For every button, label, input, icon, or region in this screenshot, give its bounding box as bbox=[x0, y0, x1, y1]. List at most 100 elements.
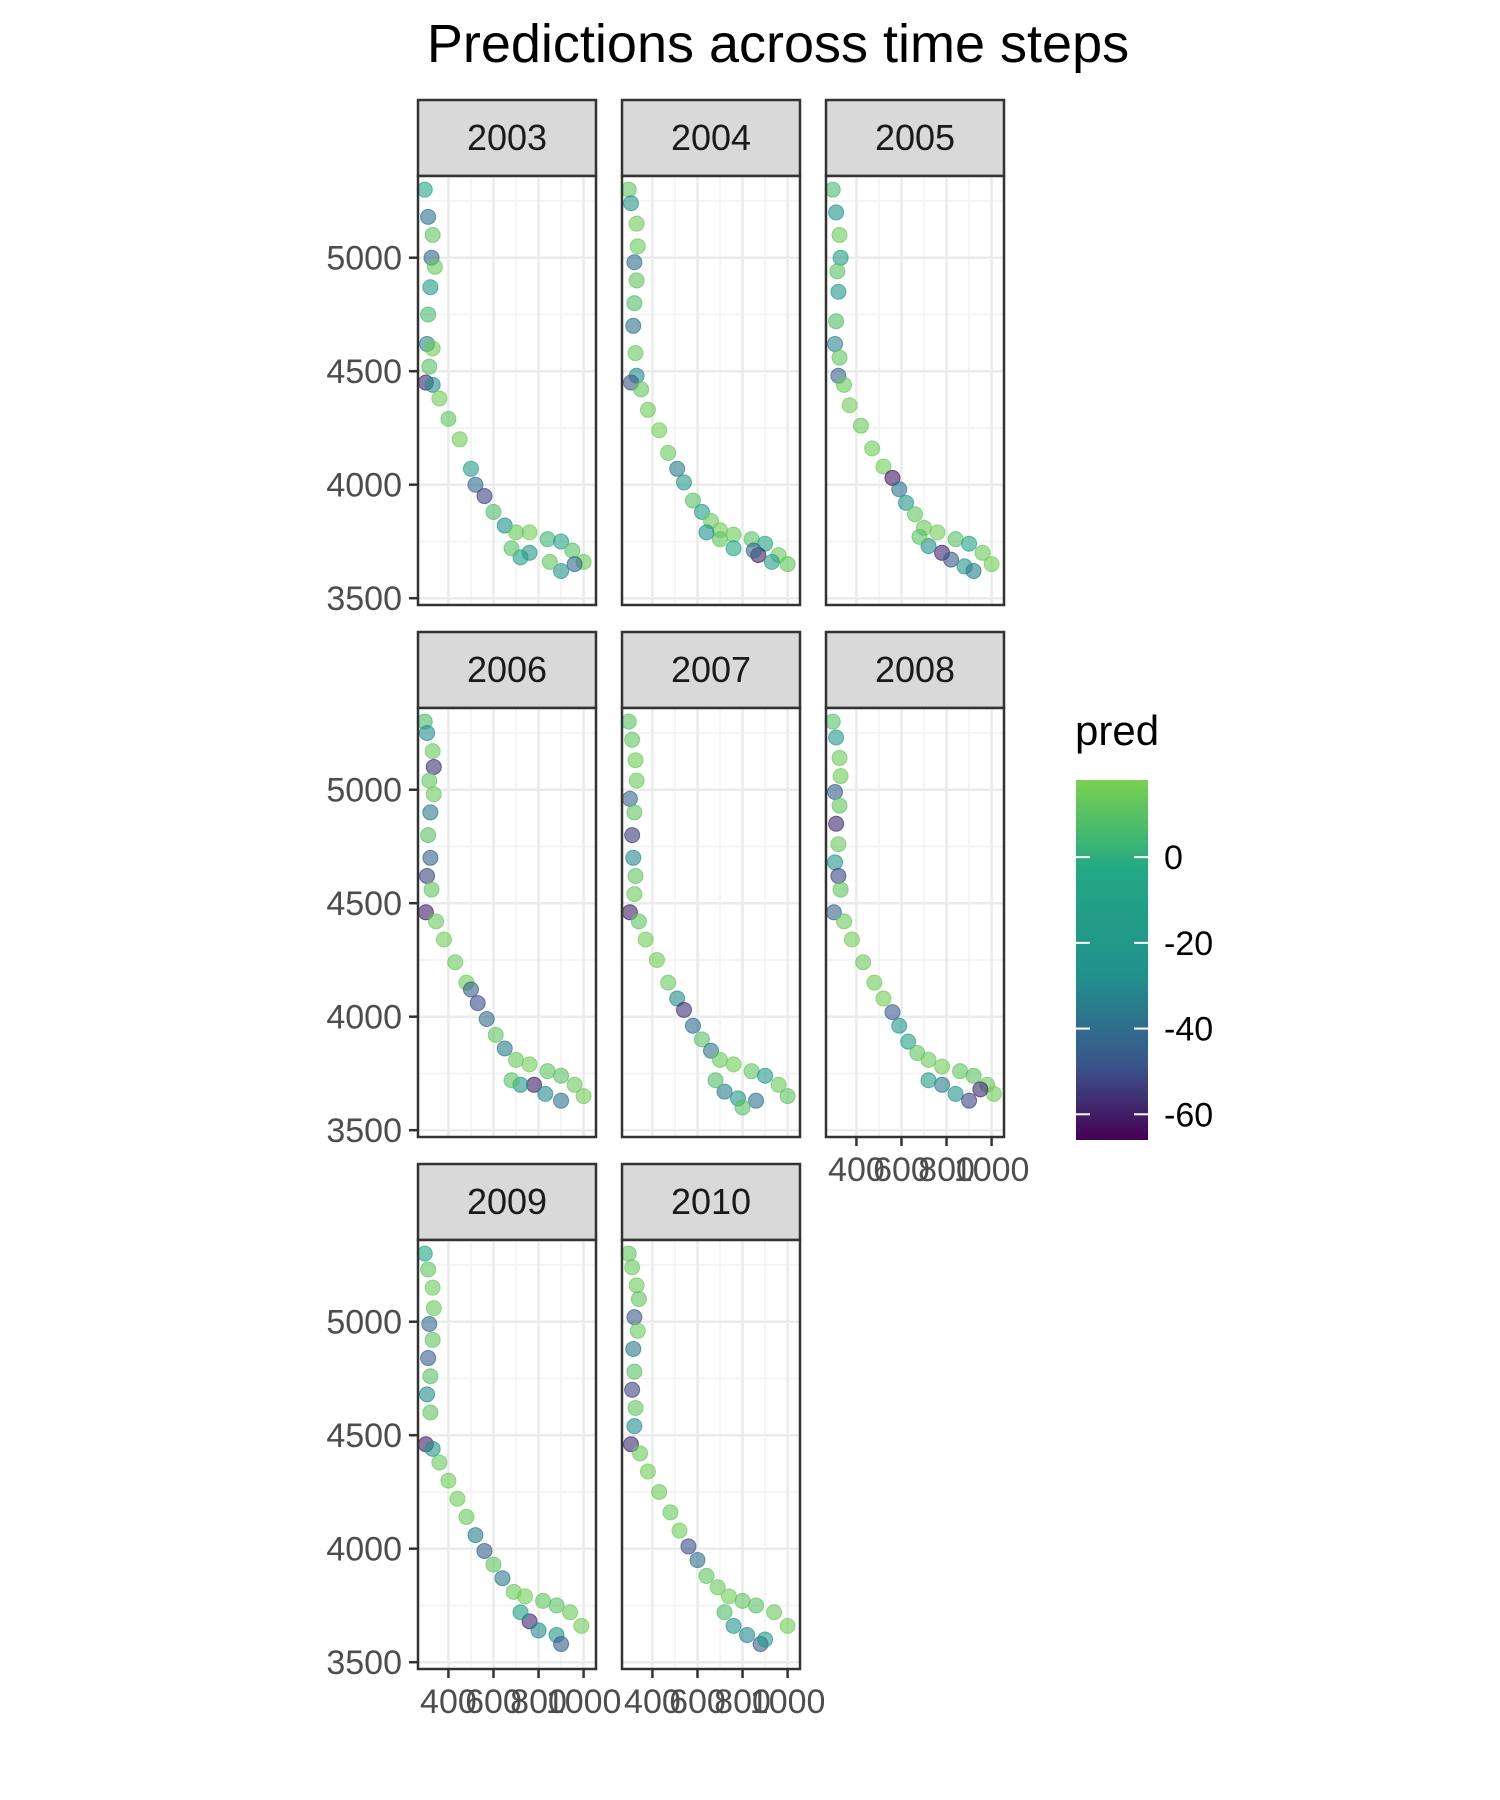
legend-tick-label: -20 bbox=[1164, 925, 1213, 963]
data-point bbox=[566, 1076, 583, 1093]
y-tick-label: 4500 bbox=[326, 885, 402, 923]
data-point bbox=[626, 804, 643, 821]
data-point bbox=[824, 181, 841, 198]
data-point bbox=[712, 531, 729, 548]
data-point bbox=[734, 1592, 751, 1609]
facet-strip bbox=[620, 630, 802, 710]
data-point bbox=[419, 724, 436, 741]
data-point bbox=[669, 460, 686, 477]
data-point bbox=[623, 195, 640, 212]
data-point bbox=[424, 340, 441, 357]
data-point bbox=[425, 786, 442, 803]
data-point bbox=[828, 815, 845, 832]
data-point bbox=[843, 931, 860, 948]
facet-strip bbox=[620, 98, 802, 178]
data-point bbox=[831, 227, 848, 244]
panel-border bbox=[620, 1238, 802, 1671]
data-point bbox=[693, 1031, 710, 1048]
data-point bbox=[827, 783, 844, 800]
data-point bbox=[512, 1604, 529, 1621]
data-point bbox=[424, 1440, 441, 1457]
y-tick-label: 5000 bbox=[326, 240, 402, 278]
data-point bbox=[431, 390, 448, 407]
legend-tick-label: 0 bbox=[1164, 839, 1183, 877]
data-point bbox=[662, 1504, 679, 1521]
data-point bbox=[920, 1051, 937, 1068]
data-point bbox=[974, 544, 991, 561]
facet-strip-label: 2004 bbox=[671, 117, 751, 158]
data-point bbox=[639, 1463, 656, 1480]
facet-panel-2005: 2005 bbox=[824, 98, 1006, 607]
data-point bbox=[763, 553, 780, 570]
x-tick-label: 600 bbox=[465, 1683, 522, 1721]
data-point bbox=[422, 1404, 439, 1421]
y-tick-label: 5000 bbox=[326, 772, 402, 810]
data-point bbox=[929, 524, 946, 541]
data-point bbox=[537, 1085, 554, 1102]
data-point bbox=[426, 258, 443, 275]
panel-border bbox=[620, 174, 802, 607]
data-point bbox=[541, 553, 558, 570]
data-point bbox=[684, 492, 701, 509]
data-point bbox=[624, 731, 641, 748]
data-point bbox=[423, 881, 440, 898]
facet-panels: 2003 3500 4000 4500 5000 2004 2005 2006 3500 4000… bbox=[326, 98, 1029, 1721]
data-point bbox=[630, 1291, 647, 1308]
data-point bbox=[743, 1063, 760, 1080]
data-point bbox=[891, 481, 908, 498]
data-point bbox=[675, 1001, 692, 1018]
legend-tick-label: -40 bbox=[1164, 1011, 1213, 1049]
y-tick-label: 4000 bbox=[326, 999, 402, 1037]
data-point bbox=[891, 1017, 908, 1034]
panel-background bbox=[418, 708, 596, 1137]
data-point bbox=[965, 1067, 982, 1084]
data-point bbox=[620, 713, 637, 730]
data-point bbox=[440, 1472, 457, 1489]
panel-border bbox=[416, 1238, 598, 1671]
data-point bbox=[831, 349, 848, 366]
data-point bbox=[435, 931, 452, 948]
panel-border bbox=[824, 706, 1006, 1139]
data-point bbox=[832, 881, 849, 898]
facet-panel-2003: 2003 3500 4000 4500 5000 bbox=[326, 98, 598, 618]
data-point bbox=[420, 1350, 437, 1367]
data-point bbox=[422, 849, 439, 866]
data-point bbox=[621, 790, 638, 807]
data-point bbox=[624, 827, 641, 844]
x-tick-label: 400 bbox=[828, 1151, 885, 1189]
data-point bbox=[421, 1315, 438, 1332]
data-point bbox=[424, 1279, 441, 1296]
data-point bbox=[830, 867, 847, 884]
data-point bbox=[476, 1542, 493, 1559]
data-point bbox=[553, 1636, 570, 1653]
data-point bbox=[424, 376, 441, 393]
data-point bbox=[424, 743, 441, 760]
data-point bbox=[725, 540, 742, 557]
data-point bbox=[934, 1076, 951, 1093]
facet-strip bbox=[824, 630, 1006, 710]
data-point bbox=[416, 181, 433, 198]
data-point bbox=[508, 1051, 525, 1068]
data-point bbox=[920, 1072, 937, 1089]
data-point bbox=[709, 1579, 726, 1596]
data-point bbox=[626, 886, 643, 903]
data-point bbox=[422, 279, 439, 296]
data-point bbox=[824, 713, 841, 730]
data-point bbox=[832, 249, 849, 266]
data-point bbox=[680, 1538, 697, 1555]
data-point bbox=[698, 1567, 715, 1584]
data-point bbox=[934, 1058, 951, 1075]
data-point bbox=[421, 358, 438, 375]
data-point bbox=[827, 854, 844, 871]
data-point bbox=[836, 913, 853, 930]
data-point bbox=[553, 533, 570, 550]
data-point bbox=[496, 1040, 513, 1057]
data-point bbox=[626, 1309, 643, 1326]
data-point bbox=[539, 531, 556, 548]
data-point bbox=[553, 1092, 570, 1109]
data-point bbox=[633, 381, 650, 398]
data-point bbox=[424, 1331, 441, 1348]
data-point bbox=[467, 476, 484, 493]
data-point bbox=[627, 752, 644, 769]
